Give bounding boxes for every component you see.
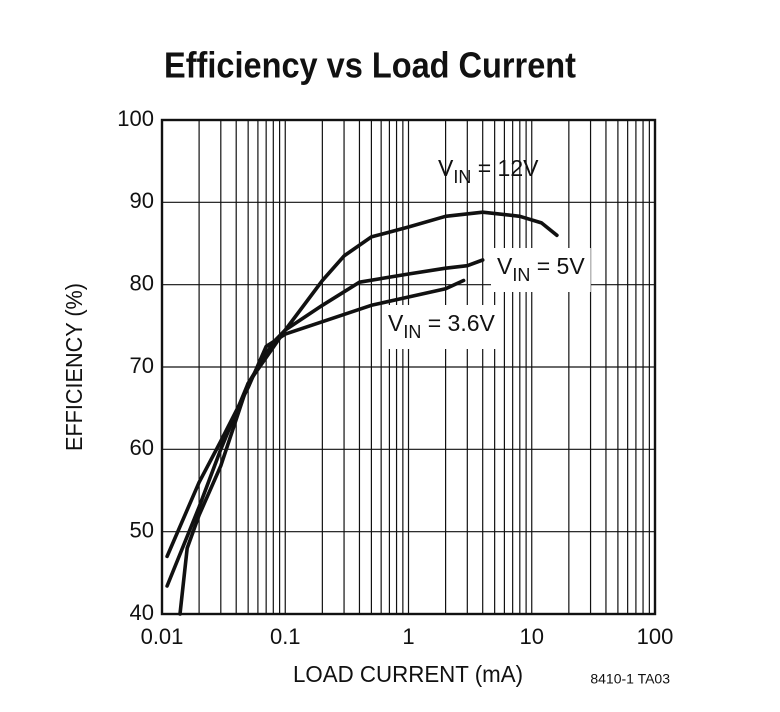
x-tick-label: 1 <box>402 624 414 649</box>
series-label-text: VIN = 3.6V <box>388 310 496 342</box>
label-subscript: IN <box>453 167 471 187</box>
y-tick-label: 40 <box>130 600 154 625</box>
label-main: V <box>438 155 454 181</box>
efficiency-curve <box>165 258 485 588</box>
y-tick-label: 60 <box>130 435 154 460</box>
chart-title: Efficiency vs Load Current <box>164 45 576 86</box>
label-main: V <box>497 253 513 279</box>
figure-note: 8410-1 TA03 <box>590 671 670 687</box>
efficiency-curve <box>165 278 466 559</box>
y-axis-label: EFFICIENCY (%) <box>61 283 87 451</box>
label-background <box>382 305 501 349</box>
y-tick-label: 90 <box>130 188 154 213</box>
series-label: VIN = 12V <box>438 155 539 187</box>
x-tick-label: 100 <box>637 624 674 649</box>
y-tick-label: 100 <box>117 106 154 131</box>
y-tick-label: 80 <box>130 270 154 295</box>
label-main: V <box>388 310 404 336</box>
label-subscript: IN <box>512 265 530 285</box>
series-label: VIN = 3.6V <box>382 305 501 349</box>
y-tick-label: 70 <box>130 353 154 378</box>
efficiency-curve <box>178 210 559 616</box>
label-background <box>491 248 591 292</box>
x-tick-label: 0.01 <box>141 624 184 649</box>
label-rest: = 12V <box>471 155 539 181</box>
x-tick-label: 0.1 <box>270 624 301 649</box>
series-label-text: VIN = 12V <box>438 155 539 187</box>
x-axis-label: LOAD CURRENT (mA) <box>293 661 523 687</box>
series-label-text: VIN = 5V <box>497 253 585 285</box>
series-label: VIN = 5V <box>491 248 591 292</box>
label-rest: = 5V <box>530 253 585 279</box>
label-subscript: IN <box>403 322 421 342</box>
label-rest: = 3.6V <box>421 310 495 336</box>
plot-frame <box>160 118 657 616</box>
x-tick-label: 10 <box>520 624 544 649</box>
y-tick-label: 50 <box>130 517 154 542</box>
